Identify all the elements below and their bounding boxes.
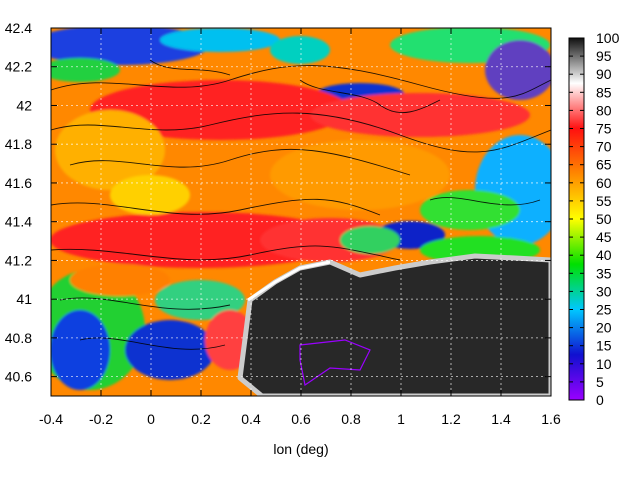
colorbar-tick-label: 85 <box>596 84 612 100</box>
heat-blob <box>51 212 350 268</box>
heat-blob <box>90 80 350 140</box>
y-tick-label: 42.2 <box>5 59 32 75</box>
x-axis-label: lon (deg) <box>273 441 328 457</box>
colorbar: 0 5 10 15 20 25 30 35 40 45 50 55 60 65 70 75 80 85 90 95 10… <box>568 30 620 408</box>
colorbar-tick-label: 45 <box>596 229 612 245</box>
heat-blob <box>125 320 215 380</box>
heat-blob <box>420 190 520 230</box>
colorbar-tick-label: 20 <box>596 320 612 336</box>
colorbar-tick-label: 95 <box>596 48 612 64</box>
y-axis: 40.6 40.8 41 41.2 41.4 41.6 41.8 42 42.2 42.4 <box>5 20 551 385</box>
contour-line <box>59 297 231 310</box>
colorbar-tick-label: 15 <box>596 338 612 354</box>
colorbar-tick-label: 75 <box>596 121 612 137</box>
contour-line <box>299 79 441 114</box>
x-tick-label: 0.8 <box>341 411 361 427</box>
heat-blob <box>155 280 245 320</box>
colorbar-tick-label: 70 <box>596 139 612 155</box>
x-tick-label: 1.4 <box>491 411 511 427</box>
y-tick-label: 41.4 <box>5 214 32 230</box>
x-tick-label: 0.4 <box>241 411 261 427</box>
y-tick-label: 42.4 <box>5 20 32 36</box>
contour-line <box>51 112 551 153</box>
colorbar-tick-label: 40 <box>596 247 612 263</box>
colorbar-tick-label: 65 <box>596 157 612 173</box>
x-tick-label: 1.2 <box>441 411 461 427</box>
contour-lines <box>51 59 551 350</box>
contour-line <box>149 59 231 76</box>
coast-highlight <box>247 260 331 302</box>
heat-blob <box>55 110 165 190</box>
y-tick-label: 41.8 <box>5 136 32 152</box>
contour-line <box>69 148 411 176</box>
contour-line <box>79 337 226 350</box>
x-tick-label: -0.4 <box>39 411 63 427</box>
y-tick-label: 41 <box>16 291 32 307</box>
contour-line <box>51 65 551 99</box>
heat-blob <box>160 28 280 52</box>
y-tick-label: 41.6 <box>5 175 32 191</box>
colorbar-tick-label: 55 <box>596 193 612 209</box>
x-tick-label: 1.6 <box>541 411 561 427</box>
heat-blob <box>70 264 170 296</box>
y-tick-label: 40.8 <box>5 330 32 346</box>
x-tick-label: 1 <box>397 411 405 427</box>
x-tick-label: 0.6 <box>291 411 311 427</box>
y-tick-label: 42 <box>16 97 32 113</box>
colorbar-tick-label: 30 <box>596 283 612 299</box>
grid-lines <box>51 28 551 396</box>
heat-blob <box>110 175 190 215</box>
heat-blob <box>270 140 450 210</box>
colorbar-ticks: 0 5 10 15 20 25 30 35 40 45 50 55 60 65 70 75 80 85 90 95 10… <box>569 30 620 408</box>
colorbar-tick-label: 35 <box>596 265 612 281</box>
colorbar-tick-label: 50 <box>596 211 612 227</box>
contour-line <box>51 245 401 261</box>
contour-line <box>429 197 541 206</box>
heat-blob <box>270 36 330 64</box>
heat-blob <box>310 93 530 137</box>
heat-blob <box>51 310 110 390</box>
colorbar-tick-label: 5 <box>596 374 604 390</box>
y-tick-label: 41.2 <box>5 252 32 268</box>
y-tick-label: 40.6 <box>5 369 32 385</box>
colorbar-tick-label: 90 <box>596 66 612 82</box>
colorbar-tick-label: 10 <box>596 356 612 372</box>
colorbar-tick-label: 100 <box>596 30 620 46</box>
plot-area <box>51 28 551 396</box>
contour-line <box>51 198 381 216</box>
heatmap-blobs <box>51 28 551 390</box>
x-tick-label: 0.2 <box>191 411 211 427</box>
heat-blob <box>485 40 551 100</box>
colorbar-tick-label: 60 <box>596 175 612 191</box>
colorbar-tick-label: 25 <box>596 302 612 318</box>
colorbar-tick-label: 80 <box>596 102 612 118</box>
heat-blob <box>340 226 400 254</box>
colorbar-tick-label: 0 <box>596 392 604 408</box>
x-axis: -0.4 -0.2 0 0.2 0.4 0.6 0.8 1 1.2 1.4 1.6 <box>39 28 561 427</box>
heat-blob <box>51 58 120 82</box>
x-tick-label: 0 <box>147 411 155 427</box>
x-tick-label: -0.2 <box>89 411 113 427</box>
